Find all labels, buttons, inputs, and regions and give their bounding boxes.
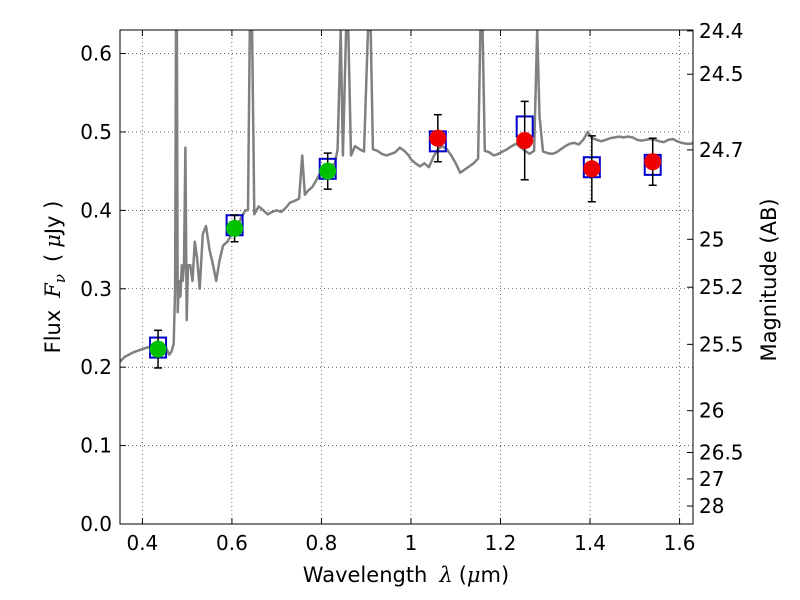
observed-point [149, 340, 167, 358]
y2-tick-labels: 24.4 24.5 24.7 25 25.2 25.5 26 26.5 27 28 [699, 19, 744, 518]
y2-tick-label: 25.2 [699, 275, 744, 299]
observed-point [429, 129, 447, 147]
y-axis-label-text: Flux [41, 310, 65, 354]
x-tick-label: 1 [405, 531, 418, 555]
y-axis-unit-open: ( [41, 254, 65, 262]
y-tick-label: 0.6 [80, 42, 112, 66]
x-axis-unit-open: ( [459, 563, 467, 587]
y-tick-label: 0.5 [80, 120, 112, 144]
y-tick-label: 0.4 [80, 198, 112, 222]
axis-ticks [120, 30, 693, 525]
observed-point [516, 132, 534, 150]
y-tick-labels: 0.0 0.1 0.2 0.3 0.4 0.5 0.6 [80, 42, 112, 536]
x-tick-label: 0.4 [126, 531, 158, 555]
observed-point [583, 160, 601, 178]
y2-tick-label: 25 [699, 227, 724, 251]
y2-tick-label: 24.4 [699, 19, 744, 43]
observed-photometry-points [149, 129, 662, 358]
x-tick-label: 0.8 [306, 531, 338, 555]
y2-tick-label: 26.5 [699, 440, 744, 464]
y-tick-label: 0.3 [80, 277, 112, 301]
x-tick-labels: 0.4 0.6 0.8 1 1.2 1.4 1.6 [126, 531, 695, 555]
y-axis-subscript: ν [51, 274, 69, 283]
y2-axis-label: Magnitude (AB) [757, 198, 781, 361]
y2-tick-label: 25.5 [699, 332, 744, 356]
x-tick-label: 1.6 [664, 531, 696, 555]
x-tick-label: 0.6 [216, 531, 248, 555]
plot-frame [119, 29, 694, 525]
x-axis-lambda: λ [438, 563, 452, 587]
x-tick-label: 1.4 [574, 531, 606, 555]
y-tick-label: 0.0 [80, 512, 112, 536]
y2-tick-label: 24.5 [699, 62, 744, 86]
observed-point [226, 219, 244, 237]
y-axis-symbol: F [41, 282, 65, 299]
y-axis-unit-mu: μ [41, 234, 65, 248]
y2-tick-label: 28 [699, 494, 724, 518]
x-axis-unit-mu: μ [467, 563, 481, 587]
observed-point [644, 153, 662, 171]
y-axis-label: Flux Fν ( μJy ) [41, 201, 69, 354]
x-axis-unit-rest: m) [481, 563, 510, 587]
plot-background [120, 30, 693, 524]
y2-tick-label: 24.7 [699, 138, 744, 162]
y-tick-label: 0.2 [80, 355, 112, 379]
y-axis-unit-rest: Jy ) [41, 201, 65, 237]
x-axis-label-text: Wavelength [303, 563, 428, 587]
sed-model-line [120, 30, 693, 363]
x-axis-label: Wavelength λ (μm) [303, 563, 509, 587]
x-tick-label: 1.2 [485, 531, 517, 555]
y-tick-label: 0.1 [80, 434, 112, 458]
observed-point [319, 162, 337, 180]
y2-tick-label: 27 [699, 467, 724, 491]
y2-tick-label: 26 [699, 399, 724, 423]
